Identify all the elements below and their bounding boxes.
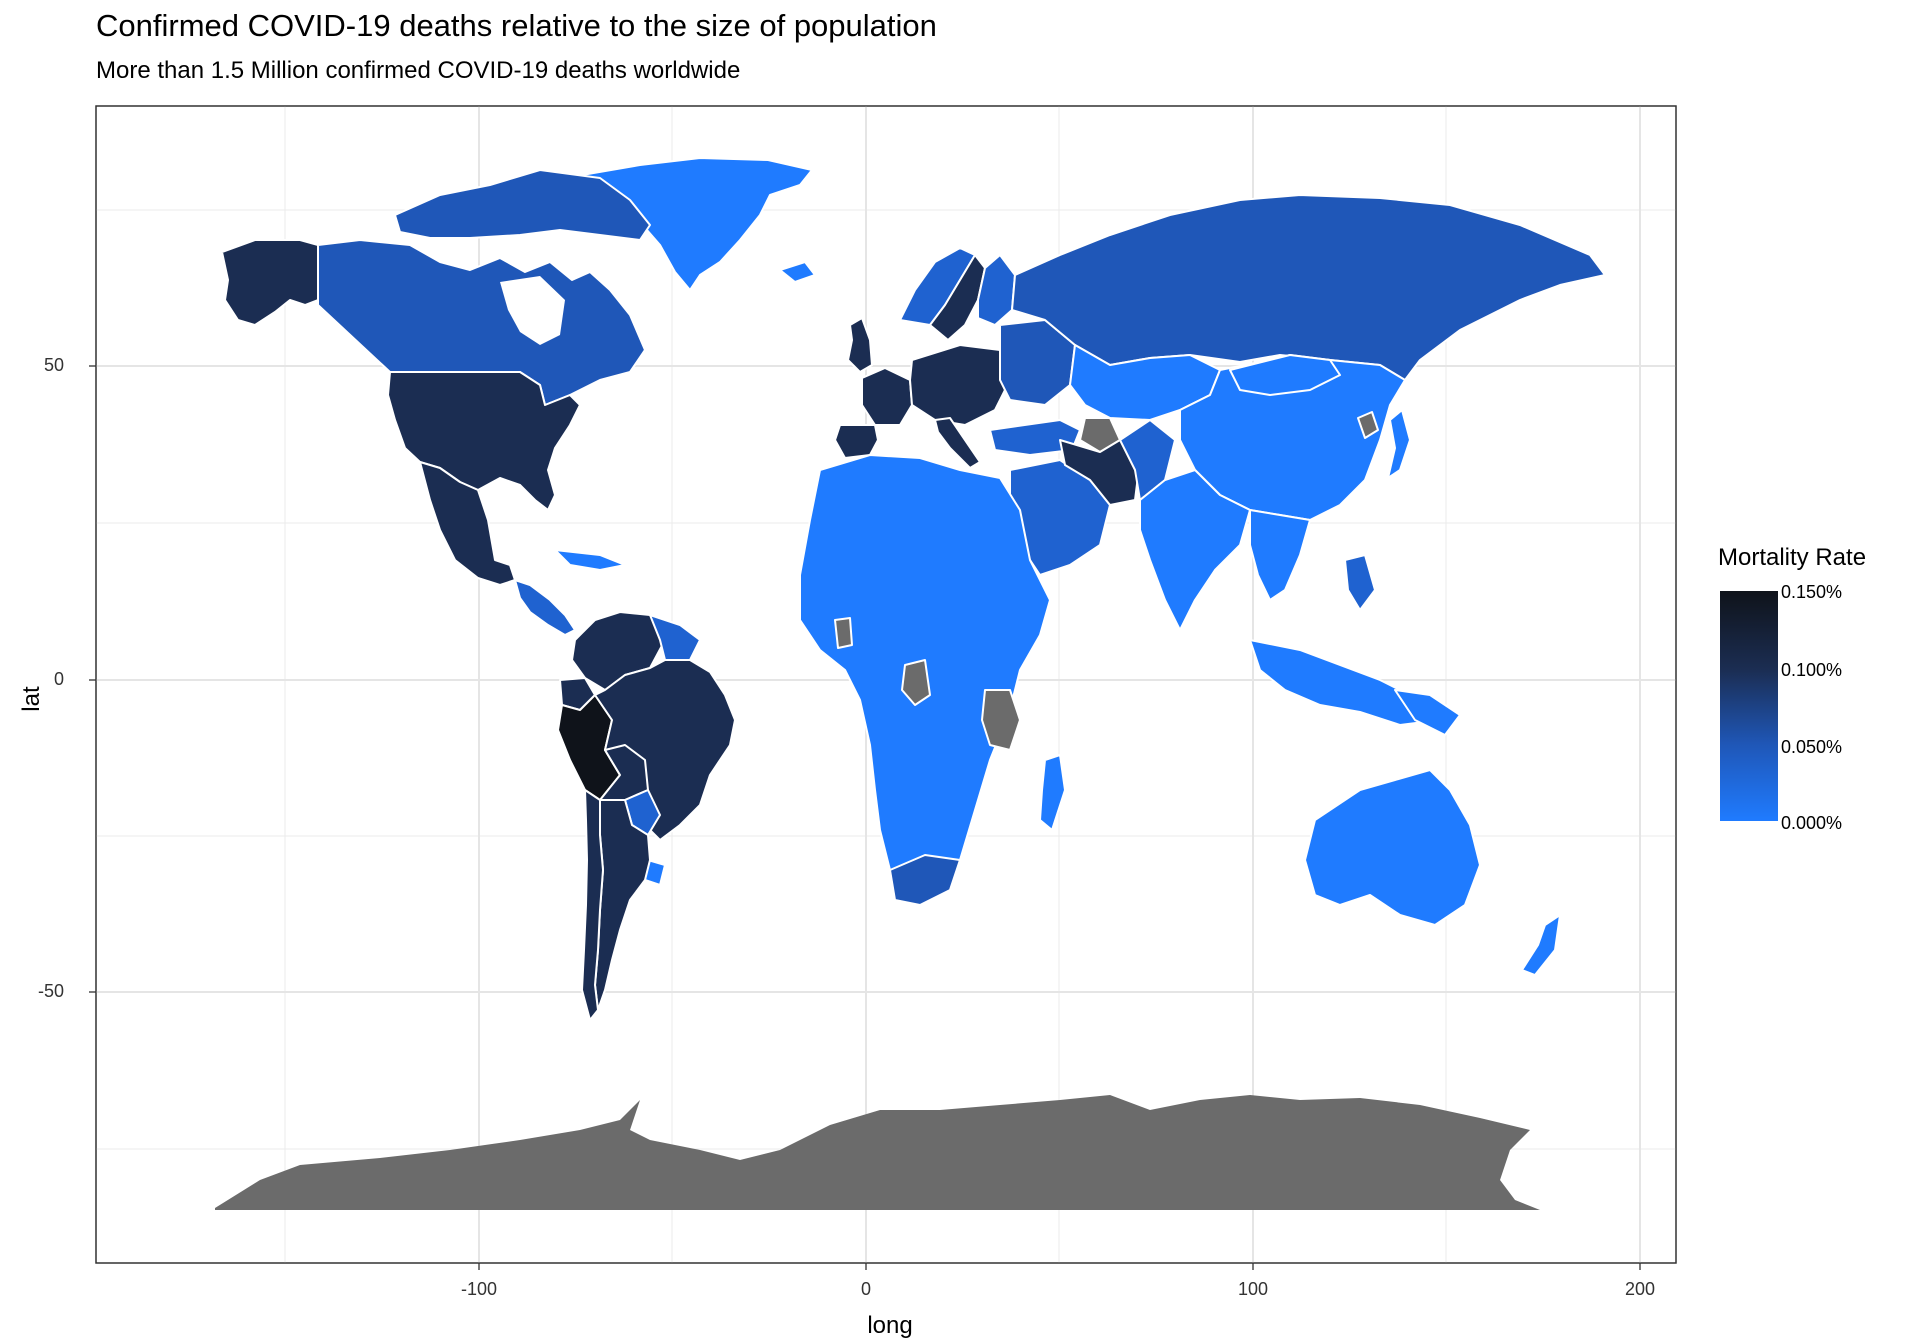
x-tick-label: 100 — [1237, 1279, 1269, 1299]
region-congo — [901, 659, 931, 706]
region-mexico — [419, 461, 516, 586]
legend-label: 0.000% — [1781, 813, 1843, 833]
region-finland — [977, 254, 1016, 326]
legend-label: 0.050% — [1781, 737, 1843, 757]
region-united-states — [387, 371, 581, 511]
x-axis-label: long — [867, 1312, 913, 1339]
x-tick-label: 200 — [1624, 1279, 1656, 1299]
y-tick-label: 0 — [53, 669, 64, 689]
region-australia — [1304, 769, 1481, 926]
region-iceland — [779, 261, 816, 283]
legend-label: 0.150% — [1781, 582, 1843, 602]
region-italy — [934, 417, 981, 469]
hudson-bay — [500, 276, 565, 345]
region-madagascar — [1039, 754, 1066, 831]
chart-subtitle: More than 1.5 Million confirmed COVID-19… — [96, 57, 741, 84]
legend-title: Mortality Rate — [1718, 544, 1867, 571]
region-southeast-asia — [1249, 509, 1311, 601]
region-philippines — [1344, 554, 1376, 611]
legend-label: 0.100% — [1781, 660, 1843, 680]
region-chile — [581, 789, 604, 1021]
y-tick-label: -50 — [37, 981, 64, 1001]
x-tick-label: 0 — [860, 1279, 871, 1299]
region-central-europe — [909, 344, 1011, 426]
region-mongolia — [1229, 354, 1341, 396]
region-alaska — [221, 239, 319, 326]
x-tick-label: -100 — [460, 1279, 498, 1299]
region-india — [1139, 469, 1251, 631]
region-new-zealand — [1521, 914, 1561, 976]
region-japan — [1387, 409, 1411, 479]
region-ghana — [834, 617, 853, 649]
region-france — [861, 367, 913, 426]
region-iran — [1059, 439, 1141, 506]
region-north-korea — [1357, 411, 1379, 439]
y-tick-label: 50 — [43, 355, 64, 375]
region-united-kingdom — [847, 317, 873, 373]
axis-ticks — [89, 365, 1641, 1270]
region-antarctica — [215, 1095, 1540, 1210]
region-canada-islands — [394, 169, 651, 241]
region-papua — [1394, 689, 1461, 736]
region-caribbean — [554, 549, 626, 571]
region-tanzania — [981, 689, 1021, 751]
region-spain — [834, 424, 879, 459]
region-south-africa — [889, 854, 961, 906]
y-axis-label: lat — [18, 686, 45, 712]
chart-title: Confirmed COVID-19 deaths relative to th… — [96, 8, 937, 43]
legend-colorbar — [1720, 591, 1778, 821]
region-central-america — [514, 579, 576, 636]
